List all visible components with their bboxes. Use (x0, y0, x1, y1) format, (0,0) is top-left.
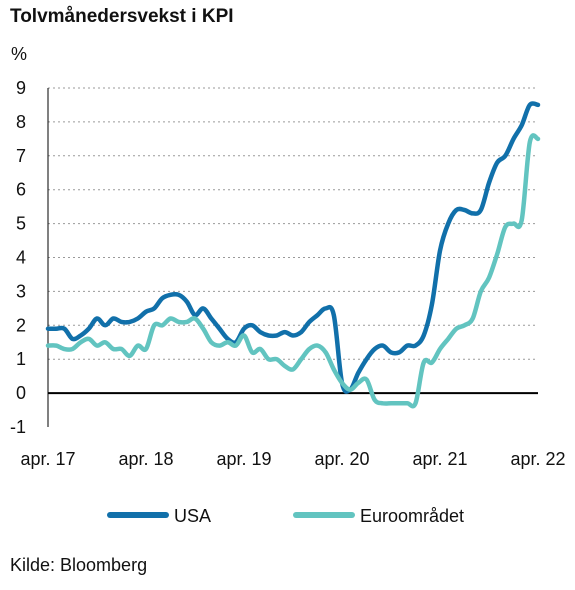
y-tick-label: 7 (16, 146, 26, 166)
y-tick-label: 5 (16, 214, 26, 234)
y-tick-label: 8 (16, 112, 26, 132)
legend: USA Euroområdet (107, 506, 464, 526)
y-tick-label: 3 (16, 281, 26, 301)
series-line-usa (45, 101, 541, 394)
x-tick-label: apr. 18 (118, 449, 173, 469)
y-tick-label: 4 (16, 248, 26, 268)
y-tick-label: 6 (16, 180, 26, 200)
x-tick-label: apr. 19 (216, 449, 271, 469)
x-tick-label: apr. 20 (314, 449, 369, 469)
y-axis-ticks: -1 0 1 2 3 4 5 6 7 8 9 (10, 78, 26, 437)
x-tick-label: apr. 22 (510, 449, 565, 469)
y-tick-label: 9 (16, 78, 26, 98)
x-tick-label: apr. 21 (412, 449, 467, 469)
y-tick-label: 1 (16, 349, 26, 369)
x-tick-label: apr. 17 (20, 449, 75, 469)
series-line-euroomradet (45, 133, 541, 409)
y-tick-label: 0 (16, 383, 26, 403)
series-lines (45, 101, 541, 409)
y-tick-label: -1 (10, 417, 26, 437)
x-axis-ticks: apr. 17 apr. 18 apr. 19 apr. 20 apr. 21 apr. … (20, 449, 565, 469)
y-tick-label: 2 (16, 315, 26, 335)
legend-label: Euroområdet (360, 506, 464, 526)
source-note: Kilde: Bloomberg (10, 555, 148, 575)
legend-label: USA (174, 506, 211, 526)
line-chart: -1 0 1 2 3 4 5 6 7 8 9 apr. 17 apr. 18 apr. 19 apr. 2… (10, 78, 566, 526)
y-axis-unit: % (11, 44, 28, 64)
chart-title: Tolvmånedersvekst i KPI (10, 6, 234, 27)
gridlines (47, 87, 538, 427)
